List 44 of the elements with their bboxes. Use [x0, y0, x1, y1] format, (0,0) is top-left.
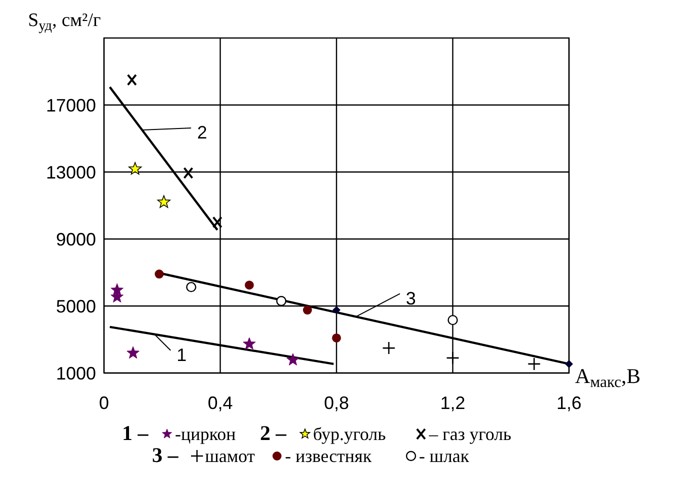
point	[276, 296, 286, 306]
legend-label: -циркон	[175, 424, 236, 444]
legend-label: – газ уголь	[428, 424, 512, 444]
text: 2 –	[260, 421, 287, 445]
x-axis-title: A$_{макс}$,В	[575, 364, 641, 391]
point	[446, 351, 460, 365]
point	[244, 280, 254, 290]
x-tick-label: 0,8	[324, 393, 350, 413]
point	[128, 162, 142, 175]
y-tick-label: 17000	[46, 95, 96, 116]
point	[527, 357, 541, 371]
legend-label: бур.уголь	[313, 424, 386, 444]
point	[126, 74, 137, 86]
y-tick-label: 1000	[56, 363, 96, 384]
point	[565, 360, 573, 368]
series-label: 1	[176, 345, 187, 366]
x-tick-label: 1,2	[440, 393, 466, 413]
x-tick-label: 0,4	[208, 393, 233, 413]
legend-label: - шлак	[419, 446, 470, 466]
point	[448, 314, 458, 326]
text: 3 –	[152, 443, 179, 467]
y-tick-label: 9000	[56, 229, 96, 250]
point	[186, 282, 196, 292]
legend-label: 2	[197, 122, 208, 143]
point	[382, 341, 396, 355]
legend-label: - известняк	[285, 446, 372, 466]
x-tick-label: 0	[98, 393, 110, 413]
point	[126, 346, 140, 359]
point	[157, 195, 170, 208]
legend-label: шамот	[205, 446, 256, 466]
legend-label: 3	[406, 288, 416, 308]
y-tick-label: 5000	[56, 296, 96, 316]
x-tick-label: 1,6	[556, 393, 582, 413]
point	[242, 337, 256, 350]
text: 1 –	[122, 421, 149, 445]
point	[332, 333, 341, 342]
point	[332, 306, 340, 314]
point	[302, 306, 312, 315]
point	[286, 353, 300, 366]
point	[183, 167, 194, 180]
y-axis-title: S$_{уд}$, см²/г	[28, 10, 101, 34]
point	[212, 216, 222, 228]
y-tick-label: 13000	[46, 162, 96, 182]
point	[154, 270, 164, 279]
